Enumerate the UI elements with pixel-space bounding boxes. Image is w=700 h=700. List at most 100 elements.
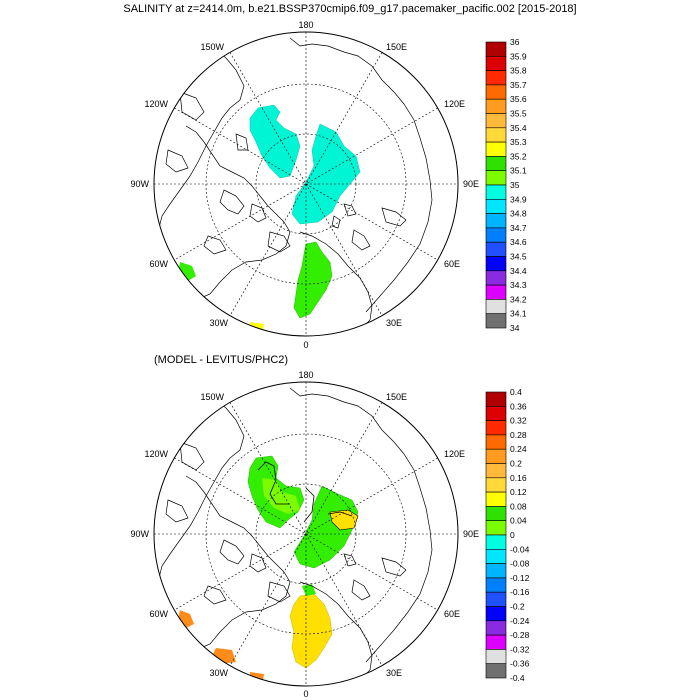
- bottom-colorbar-label: 0.16: [510, 473, 527, 483]
- top-meridians: [154, 32, 458, 336]
- bottom-colorbar-swatch: [485, 606, 507, 622]
- top-colorbar-label: 35.9: [510, 51, 527, 61]
- bottom-colorbar-swatch: [485, 649, 507, 665]
- top-label-90w: 90W: [130, 179, 149, 189]
- bottom-colorbar-label: 0.08: [510, 501, 527, 511]
- bottom-label-90e: 90E: [463, 529, 479, 539]
- bottom-map-border: [153, 381, 459, 687]
- bottom-colorbar-label: -0.28: [510, 630, 530, 640]
- top-label-30w: 30W: [209, 318, 228, 328]
- bottom-colorbar-swatch: [485, 534, 507, 550]
- bottom-colorbar-label: -0.4: [510, 673, 525, 683]
- top-green-region-atlantic: [293, 241, 333, 319]
- bottom-plot-title: (MODEL - LEVITUS/PHC2): [154, 354, 289, 366]
- top-colorbar-label: 36: [510, 37, 520, 47]
- bottom-colorbar-label: -0.12: [510, 573, 530, 583]
- bottom-colorbar-label: 0.12: [510, 487, 527, 497]
- top-colorbar-swatch: [485, 156, 507, 171]
- bottom-label-120w: 120W: [144, 449, 168, 459]
- top-colorbar-label: 34.3: [510, 280, 527, 290]
- top-label-180: 180: [298, 20, 313, 30]
- bottom-colorbar-swatch: [485, 520, 507, 536]
- top-cyan-region-west: [249, 104, 301, 179]
- top-colorbar-swatch: [485, 256, 507, 272]
- top-label-90e: 90E: [463, 179, 479, 189]
- top-colorbar-swatch: [485, 113, 507, 129]
- top-colorbar-swatch: [485, 270, 507, 286]
- bottom-label-30e: 30E: [386, 668, 402, 678]
- bottom-colorbar-label: 0.32: [510, 416, 527, 426]
- bottom-colorbar-swatch: [485, 620, 507, 636]
- bottom-label-90w: 90W: [130, 529, 149, 539]
- top-coastlines: [157, 37, 433, 331]
- bottom-label-0: 0: [303, 689, 308, 699]
- bottom-colorbar-swatch: [485, 448, 507, 464]
- top-colorbar: 36 35.9 35.8 35.7 35.6 35.5 35.4 35.3 35.2 35.1 35…: [485, 37, 527, 333]
- top-plot-title: SALINITY at z=2414.0m, b.e21.BSSP370cmip…: [123, 3, 577, 15]
- bottom-colorbar-swatch: [485, 548, 507, 564]
- bottom-colorbar-swatch: [485, 405, 507, 421]
- bottom-label-180: 180: [298, 370, 313, 380]
- top-label-60w: 60W: [149, 259, 168, 269]
- bottom-colorbar-swatch: [485, 634, 507, 650]
- bottom-colorbar-swatch: [485, 663, 507, 679]
- bottom-colorbar-label: 0: [510, 530, 515, 540]
- bottom-colorbar-swatch: [485, 577, 507, 593]
- top-colorbar-swatch: [485, 84, 507, 100]
- top-colorbar-swatch: [485, 284, 507, 300]
- bottom-colorbar-swatch: [485, 434, 507, 450]
- bottom-coastlines: [157, 387, 433, 681]
- top-colorbar-label: 35.8: [510, 66, 527, 76]
- bottom-label-120e: 120E: [444, 449, 465, 459]
- bottom-contours: [257, 461, 353, 523]
- top-colorbar-label: 34.2: [510, 294, 527, 304]
- top-label-120e: 120E: [444, 99, 465, 109]
- top-colorbar-label: 34.7: [510, 223, 527, 233]
- bottom-colorbar-swatch: [485, 563, 507, 579]
- top-colorbar-swatch: [485, 184, 507, 200]
- top-colorbar-label: 35.1: [510, 166, 527, 176]
- bottom-lime-region-west: [262, 478, 300, 514]
- bottom-colorbar-label: -0.16: [510, 587, 530, 597]
- top-colorbar-label: 35.2: [510, 151, 527, 161]
- bottom-green-spot-atlantic: [302, 584, 316, 596]
- top-colorbar-label: 34.4: [510, 266, 527, 276]
- bottom-colorbar-label: 0.24: [510, 444, 527, 454]
- top-colorbar-label: 34.8: [510, 209, 527, 219]
- top-label-120w: 120W: [144, 99, 168, 109]
- top-colorbar-swatch: [485, 41, 507, 57]
- top-polar-map: 180 0 90W 90E 150W 150E 120W 120E 60W 60…: [130, 20, 479, 350]
- bottom-label-60e: 60E: [444, 609, 460, 619]
- bottom-yellow-region-atlantic: [289, 593, 333, 669]
- bottom-colorbar-label: 0.2: [510, 459, 522, 469]
- top-colorbar-label: 35.6: [510, 94, 527, 104]
- top-map-border: [153, 31, 459, 337]
- bottom-colorbar-label: 0.28: [510, 430, 527, 440]
- bottom-colorbar-swatch: [485, 420, 507, 436]
- bottom-label-30w: 30W: [209, 668, 228, 678]
- top-colorbar-swatch: [485, 213, 507, 229]
- bottom-colorbar-swatch: [485, 391, 507, 407]
- top-colorbar-label: 34.5: [510, 252, 527, 262]
- top-colorbar-swatch: [485, 70, 507, 86]
- bottom-colorbar-label: -0.24: [510, 616, 530, 626]
- bottom-label-150e: 150E: [386, 392, 407, 402]
- bottom-colorbar-label: -0.04: [510, 544, 530, 554]
- top-colorbar-label: 35.4: [510, 123, 527, 133]
- top-colorbar-label: 35.7: [510, 80, 527, 90]
- top-colorbar-label: 35.3: [510, 137, 527, 147]
- top-colorbar-label: 35.5: [510, 109, 527, 119]
- top-colorbar-label: 34.6: [510, 237, 527, 247]
- top-colorbar-swatch: [485, 170, 507, 186]
- bottom-yellow-region-east: [329, 509, 359, 531]
- top-colorbar-swatch: [485, 98, 507, 114]
- top-colorbar-swatch: [485, 299, 507, 314]
- top-colorbar-label: 34.1: [510, 309, 527, 319]
- bottom-green-region-east: [293, 485, 359, 569]
- top-label-150e: 150E: [386, 42, 407, 52]
- top-colorbar-swatch: [485, 127, 507, 143]
- bottom-colorbar-swatch: [485, 477, 507, 493]
- bottom-colorbar-label: 0.04: [510, 516, 527, 526]
- top-colorbar-label: 35: [510, 180, 520, 190]
- bottom-label-150w: 150W: [200, 392, 224, 402]
